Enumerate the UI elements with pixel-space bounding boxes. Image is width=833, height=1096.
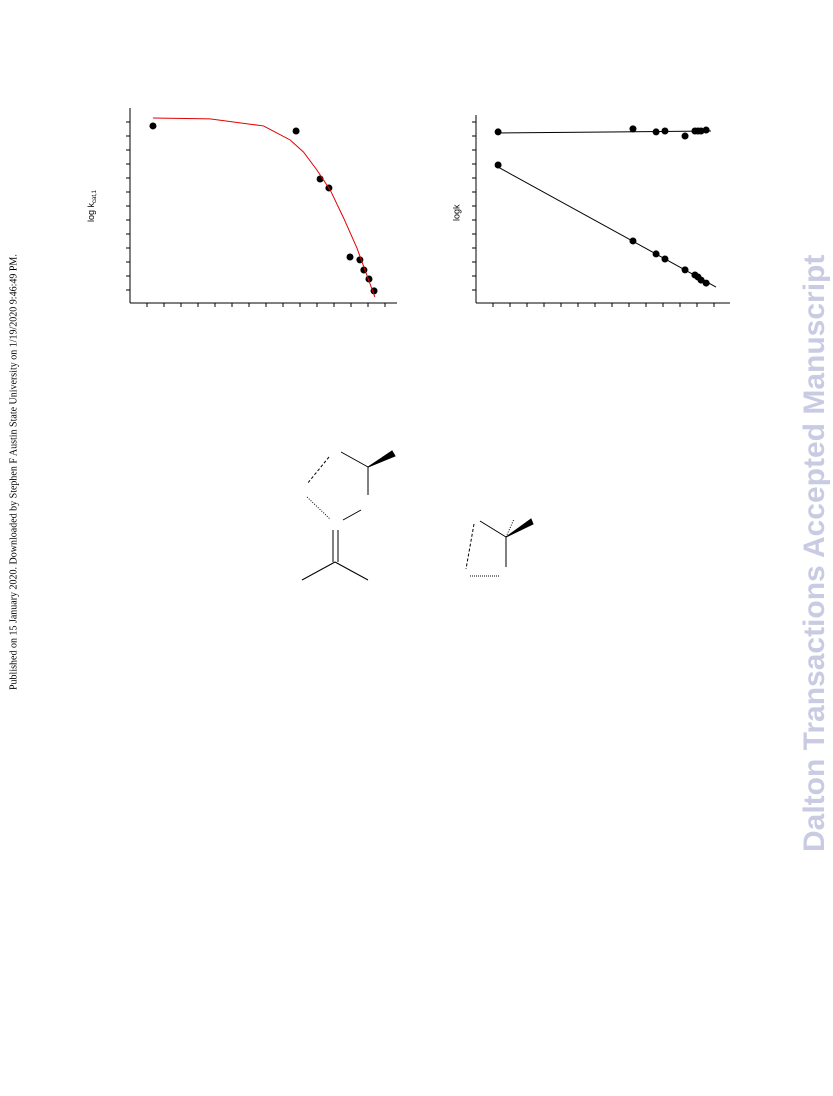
data-point — [702, 279, 710, 287]
y-label-main: log k — [86, 202, 96, 222]
y-axis-label: logk — [451, 204, 461, 221]
data-point — [681, 132, 689, 140]
data-point — [494, 161, 502, 169]
side-note: Published on 15 January 2020. Downloaded… — [8, 254, 19, 690]
data-point — [346, 253, 354, 261]
y-label-sub: cat,1 — [92, 189, 98, 203]
watermark: Dalton Transactions Accepted Manuscript — [798, 255, 831, 852]
y-axis-label: log kcat,1 — [86, 189, 97, 222]
data-point — [629, 125, 637, 133]
structure-right — [465, 518, 534, 577]
data-point — [149, 122, 157, 130]
data-point — [702, 126, 710, 134]
data-point — [292, 127, 300, 135]
structure-left — [301, 450, 396, 581]
data-point — [494, 128, 502, 136]
fit-line — [495, 165, 717, 288]
fit-line — [152, 117, 376, 298]
fit-line — [496, 130, 711, 134]
